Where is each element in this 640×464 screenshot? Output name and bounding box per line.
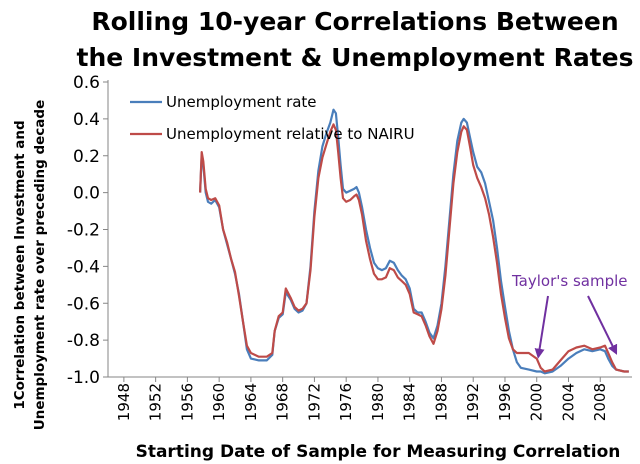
legend-label-2: Unemployment relative to NAIRU [166,125,415,143]
series-line-1 [199,108,629,375]
series-line-2 [199,123,629,373]
x-tick-label: 1976 [337,383,355,421]
y-tick-label: 0.4 [73,110,100,130]
chart-title-line-1: Rolling 10-year Correlations Between [91,7,618,36]
x-tick-label: 1992 [464,383,482,421]
chart-title-line-2: the Investment & Unemployment Rates [77,43,634,72]
legend-label-1: Unemployment rate [166,93,317,111]
y-tick-label: 0.2 [73,147,100,167]
x-tick-label: 1956 [178,383,196,421]
x-tick-label: 1968 [274,383,292,421]
y-tick-label: -0.2 [67,221,100,241]
y-tick-label: 0.6 [73,73,100,93]
y-tick-label: -0.4 [67,257,100,277]
y-axis-label-line-1: 1Correlation between Investment and [12,120,28,409]
annotation-label: Taylor's sample [511,272,628,290]
y-tick-label: -0.8 [67,331,100,351]
x-tick-label: 2000 [528,383,546,421]
x-tick-label: 1948 [115,383,133,421]
x-tick-label: 1996 [496,383,514,421]
y-tick-label: 0.0 [73,184,100,204]
annotation-arrow [534,295,549,359]
x-tick-label: 1960 [210,383,228,421]
y-tick-label: -0.6 [67,294,100,314]
x-tick-label: 1988 [432,383,450,421]
plot-area: 0.6 0.4 0.2 0.0 -0.2 -0.4 -0.6 -0.8 -1.0 1948 1952… [67,73,632,421]
x-tick-label: 2004 [559,383,577,421]
annotation-arrow [587,295,618,355]
x-tick-label: 1980 [369,383,387,421]
x-tick-label: 1984 [401,383,419,421]
x-tick-label: 1964 [242,383,260,421]
x-tick-label: 1972 [305,383,323,421]
x-tick-label: 2008 [591,383,609,421]
x-axis-label: Starting Date of Sample for Measuring Co… [136,442,621,462]
y-axis-label-line-2: Unemployment rate over preceding decade [32,100,48,430]
x-tick-label: 1952 [147,383,165,421]
y-tick-label: -1.0 [67,368,100,388]
